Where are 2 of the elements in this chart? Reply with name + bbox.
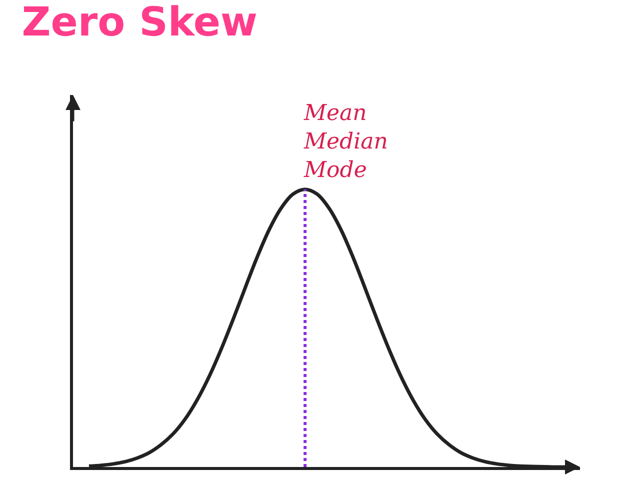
chart-title: Zero Skew <box>22 0 258 46</box>
text: Mean Median Mode <box>303 101 388 184</box>
